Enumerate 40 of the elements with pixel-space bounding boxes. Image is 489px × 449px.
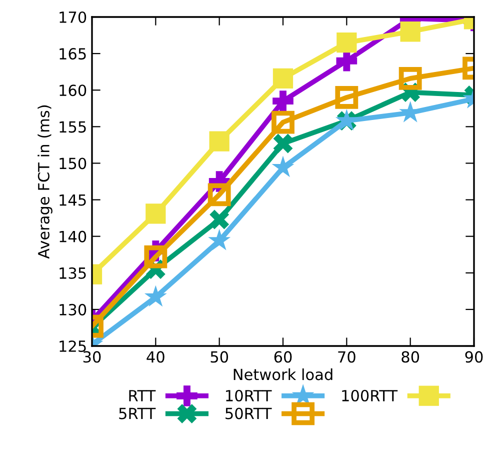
point — [272, 110, 294, 134]
legend-label: 10RTT — [226, 390, 272, 402]
legend-label: 100RTT — [342, 390, 398, 402]
point — [144, 285, 167, 307]
point — [336, 32, 357, 53]
point — [210, 210, 230, 230]
y-tick-label: 160 — [60, 84, 86, 96]
x-axis-title: Network load — [234, 368, 332, 380]
point — [208, 183, 231, 206]
point — [272, 156, 294, 178]
point — [272, 90, 294, 112]
y-tick-label: 135 — [60, 267, 86, 279]
legend-label: RTT — [129, 390, 156, 402]
point — [273, 134, 293, 154]
y-tick-label: 125 — [60, 340, 86, 352]
y-tick-label: 155 — [60, 121, 86, 133]
point — [398, 66, 422, 90]
x-tick-label: 90 — [465, 351, 483, 363]
y-tick-label: 170 — [60, 11, 86, 24]
point — [400, 22, 420, 42]
x-tick-label: 60 — [274, 351, 292, 363]
x-tick-label: 40 — [146, 351, 164, 363]
y-tick-label: 150 — [60, 158, 86, 170]
y-tick-label: 140 — [60, 230, 86, 242]
legend-label: 50RTT — [226, 408, 272, 420]
point — [335, 86, 358, 109]
point — [272, 68, 294, 88]
y-tick-label: 165 — [60, 48, 86, 60]
point — [208, 228, 231, 250]
y-tick-label: 130 — [60, 304, 86, 316]
legend-label: 5RTT — [119, 408, 156, 420]
point — [144, 245, 168, 268]
point — [146, 204, 166, 224]
y-axis-title: Average FCT in (ms) — [38, 105, 52, 259]
x-tick-label: 50 — [210, 351, 228, 363]
point — [209, 131, 230, 152]
x-tick-label: 70 — [338, 351, 356, 363]
y-tick-label: 145 — [60, 194, 86, 206]
x-tick-label: 30 — [83, 351, 101, 363]
x-tick-label: 80 — [402, 351, 420, 363]
